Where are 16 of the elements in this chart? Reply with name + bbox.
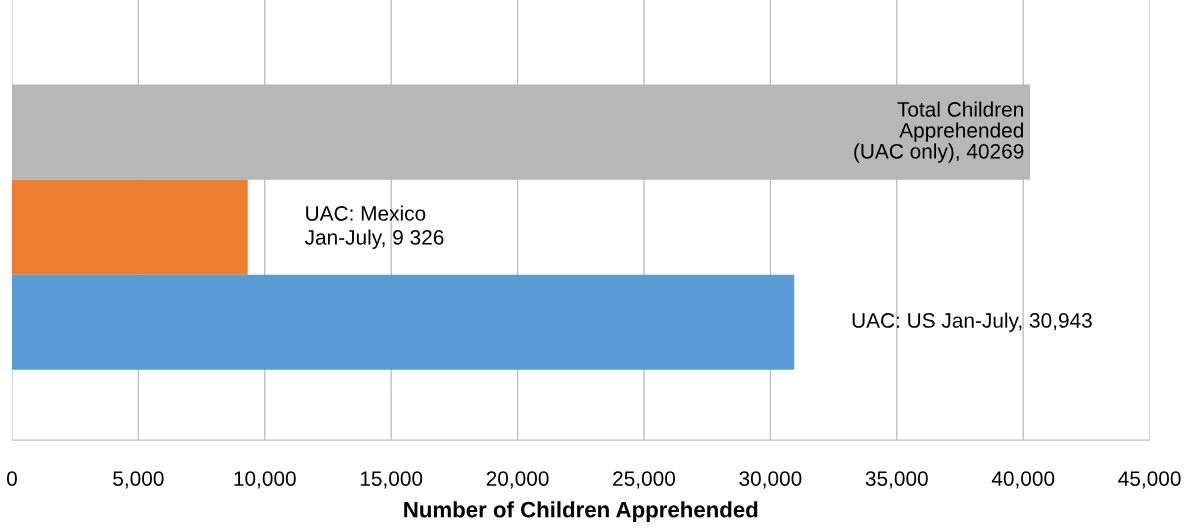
bar — [11, 179, 248, 275]
x-tick-label: 25,000 — [613, 471, 676, 489]
x-tick-label: 30,000 — [739, 471, 802, 489]
x-tick-label: 20,000 — [486, 471, 549, 489]
x-axis-title: Number of Children Apprehended — [404, 501, 758, 522]
x-tick-label: 45,000 — [1118, 471, 1181, 489]
bar — [11, 274, 795, 370]
x-tick-label: 5,000 — [113, 471, 164, 489]
x-tick-label: 35,000 — [865, 471, 928, 489]
x-tick-label: 40,000 — [991, 471, 1055, 489]
x-tick-label: 10,000 — [234, 471, 296, 489]
data-label: UAC: Mexico Jan-July, 9 326 — [304, 205, 444, 249]
x-tick-label: 15,000 — [360, 471, 423, 489]
data-label: UAC: US Jan-July, 30,943 — [852, 312, 1092, 332]
data-label: Total Children Apprehended (UAC only), 40269 — [854, 101, 1024, 163]
x-tick-label: 0 — [6, 471, 17, 486]
